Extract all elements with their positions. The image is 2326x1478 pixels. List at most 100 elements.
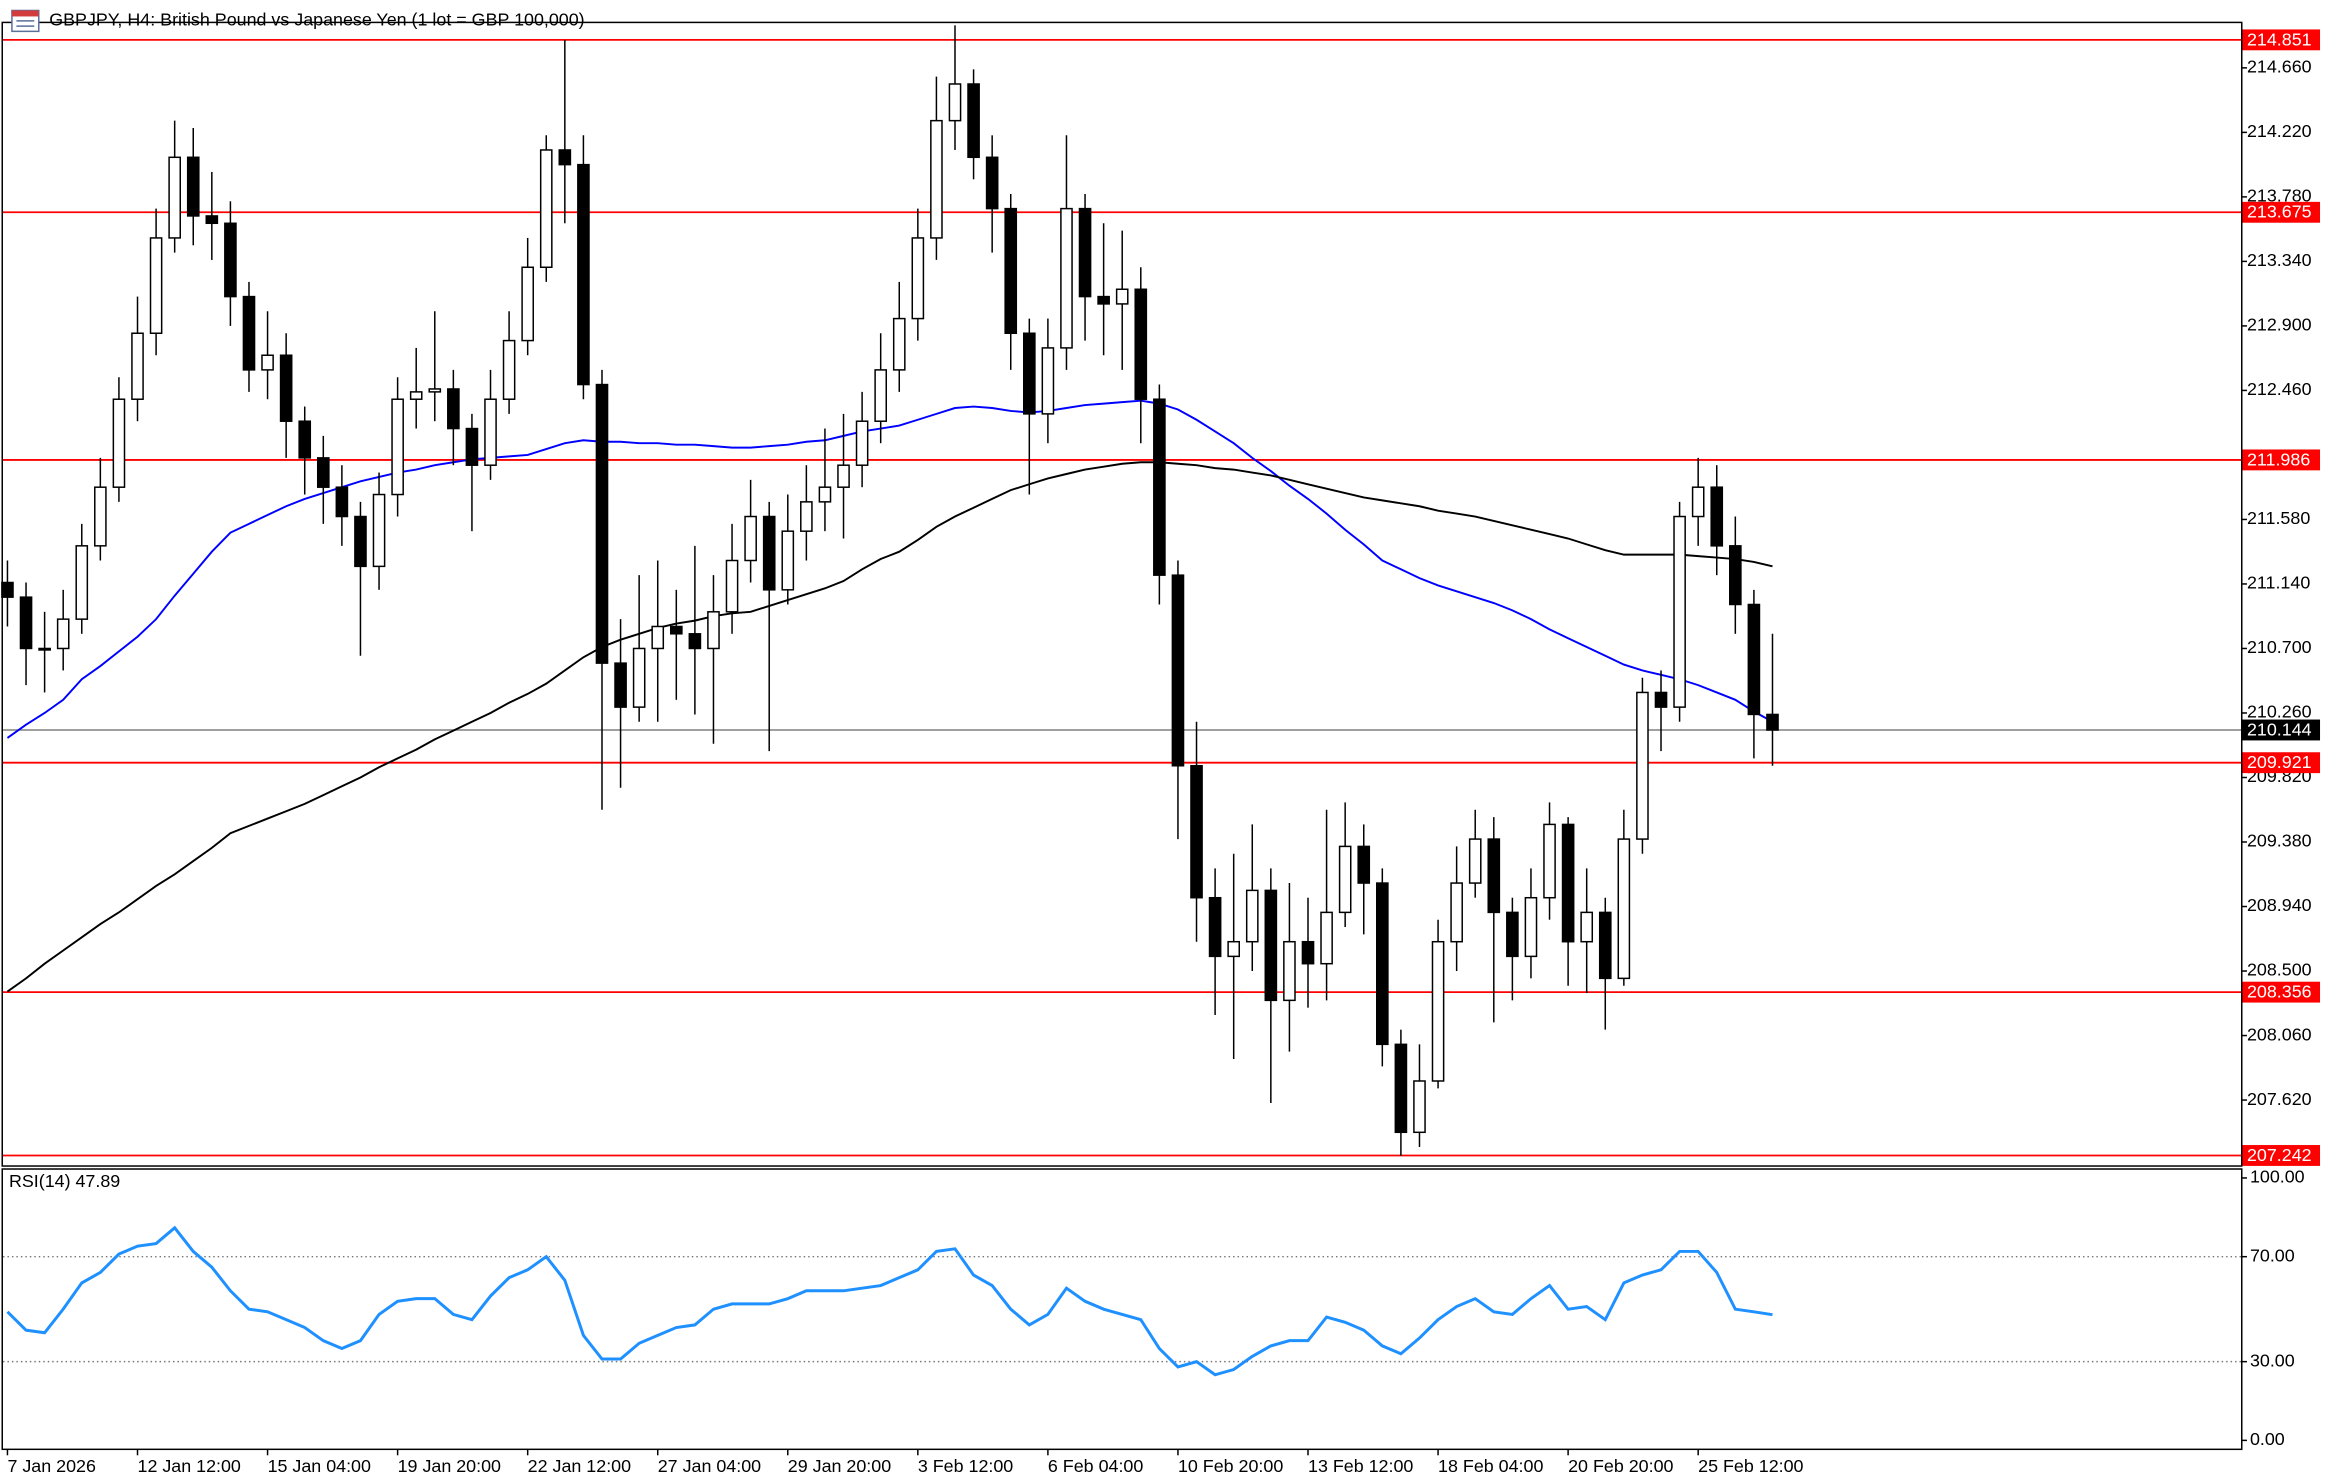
candle-body [1598, 911, 1612, 980]
level-label-box [2242, 449, 2321, 471]
candle-body [1264, 889, 1278, 1002]
candle-body [688, 633, 702, 650]
y-tick-label: 211.140 [2247, 573, 2310, 593]
candle-body [1673, 515, 1686, 708]
candle-body [1320, 911, 1333, 965]
candle-body [75, 545, 89, 620]
candle-body [855, 420, 869, 466]
x-tick-label: 3 Feb 12:00 [918, 1456, 1013, 1476]
candle-body [1431, 940, 1445, 1082]
x-tick-label: 15 Jan 04:00 [268, 1456, 371, 1476]
rsi-title: RSI(14) 47.89 [9, 1171, 120, 1191]
candle-body [1, 581, 14, 598]
y-tick-label: 213.780 [2247, 186, 2312, 206]
rsi-y-tick-label: 30.00 [2250, 1350, 2295, 1370]
candle-body [911, 237, 925, 320]
candle-body [967, 83, 980, 159]
candle-body [131, 332, 144, 400]
candle-body [1524, 896, 1538, 958]
candle-body [372, 493, 386, 568]
y-tick-label: 208.500 [2247, 960, 2312, 980]
level-label-box [2242, 1145, 2321, 1166]
x-tick-label: 25 Feb 12:00 [1698, 1456, 1803, 1476]
y-tick-label: 214.660 [2247, 57, 2312, 77]
candle-body [1543, 823, 1556, 899]
x-tick-label: 27 Jan 04:00 [658, 1456, 761, 1476]
candle-body [1301, 940, 1315, 965]
level-label: 209.921 [2247, 752, 2312, 772]
level-label: 208.356 [2247, 982, 2312, 1002]
candle-body [1506, 911, 1519, 958]
candle-body [1097, 295, 1110, 305]
candle-body [1283, 940, 1296, 1002]
icon-band [11, 10, 39, 17]
candle-body [1338, 845, 1352, 914]
candle-body [707, 611, 720, 650]
x-tick-label: 10 Feb 20:00 [1178, 1456, 1283, 1476]
x-tick-label: 6 Feb 04:00 [1048, 1456, 1143, 1476]
candle-body [354, 515, 367, 568]
candle-body [1561, 823, 1575, 943]
candle-body [818, 486, 832, 503]
candle-body [1376, 882, 1389, 1046]
candle-body [447, 388, 460, 430]
candle-body [242, 295, 256, 371]
candle-body [1487, 838, 1501, 914]
candle-body [38, 647, 51, 651]
candle-body [800, 501, 813, 532]
y-tick-label: 211.580 [2247, 508, 2310, 528]
candle-body [1060, 207, 1073, 349]
candle-body [1134, 288, 1148, 400]
level-label: 211.986 [2247, 449, 2310, 469]
candle-body [930, 119, 943, 239]
candle-body [168, 156, 181, 239]
rsi-panel [1, 1168, 2243, 1451]
last-price-label: 210.144 [2247, 719, 2312, 739]
y-tick-label: 212.460 [2247, 379, 2312, 399]
candle-body [1450, 882, 1463, 943]
candle-body [19, 596, 33, 650]
x-tick-label: 29 Jan 20:00 [788, 1456, 891, 1476]
candle-body [985, 156, 999, 210]
candle-body [577, 163, 590, 386]
level-label-box [2242, 752, 2321, 774]
y-tick-label: 207.620 [2247, 1089, 2312, 1109]
candle-body [56, 618, 70, 650]
x-tick-label: 22 Jan 12:00 [528, 1456, 631, 1476]
candle-body [595, 383, 609, 664]
candle-body [298, 420, 312, 459]
candle-body [1208, 896, 1222, 958]
candle-body [781, 530, 795, 591]
candle-body [1245, 889, 1259, 943]
candle-body [1766, 713, 1779, 731]
candle-body [632, 647, 646, 708]
candle-body [521, 266, 534, 342]
candle-body [1413, 1080, 1426, 1134]
candle-body [1004, 207, 1018, 334]
x-tick-label: 7 Jan 2026 [7, 1456, 96, 1476]
candle-body [1022, 332, 1036, 415]
candle-body [1617, 838, 1631, 980]
rsi-y-tick-label: 100.00 [2250, 1167, 2305, 1187]
candle-body [149, 237, 163, 334]
candle-body [1357, 845, 1371, 884]
candle-body [1041, 347, 1055, 415]
candle-body [669, 625, 683, 635]
candle-body [316, 457, 330, 488]
candle-body [1171, 574, 1185, 767]
moving-average [6, 461, 1773, 993]
x-tick-label: 19 Jan 20:00 [398, 1456, 501, 1476]
x-tick-label: 20 Feb 20:00 [1568, 1456, 1673, 1476]
level-label: 213.675 [2247, 202, 2312, 222]
candle-body [948, 83, 962, 122]
candle-body [744, 515, 757, 562]
y-tick-label: 208.940 [2247, 895, 2312, 915]
candle-body [1153, 398, 1166, 576]
y-tick-label: 208.060 [2247, 1024, 2312, 1044]
candle-body [1115, 288, 1129, 305]
candle-body [892, 317, 906, 371]
level-label-box [2242, 29, 2321, 51]
